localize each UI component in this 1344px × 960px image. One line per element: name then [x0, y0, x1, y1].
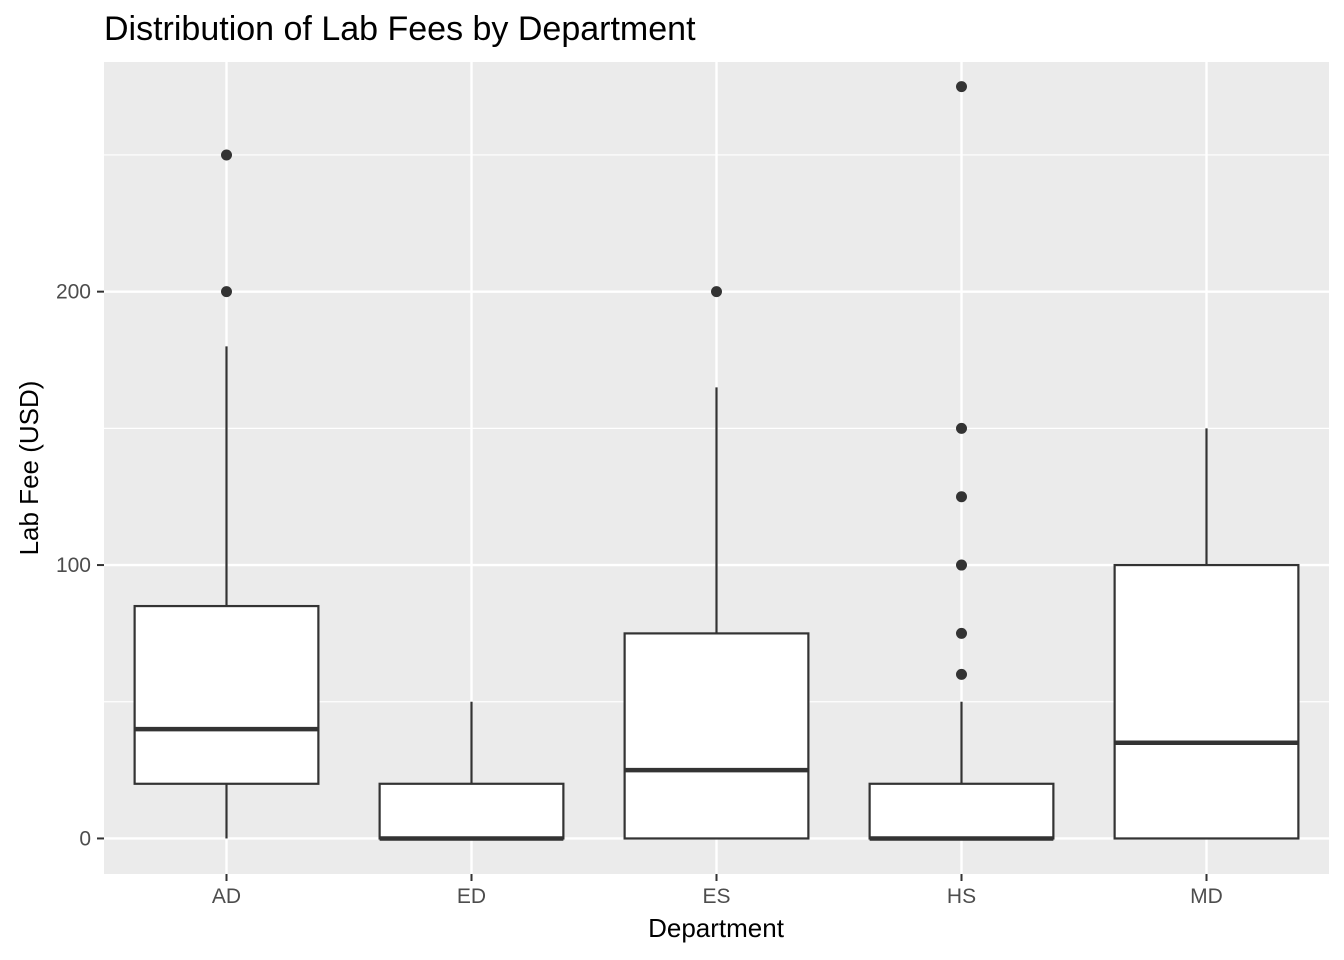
y-tick-label: 100	[56, 554, 91, 577]
outlier-point	[956, 668, 967, 680]
box-md	[1113, 428, 1300, 840]
outlier-point	[956, 422, 967, 434]
box-iqr	[623, 632, 810, 840]
x-tick-label: HS	[947, 885, 976, 908]
outlier-point	[956, 627, 967, 639]
box-ad	[133, 149, 320, 839]
x-tick-label: ES	[702, 885, 730, 908]
axes-layer: 0 100 200 AD ED ES HS MD	[56, 281, 1223, 908]
outlier-point	[221, 286, 232, 298]
box-iqr	[1113, 563, 1300, 840]
outlier-point	[221, 149, 232, 161]
box-hs	[868, 81, 1055, 841]
box-es	[623, 286, 810, 840]
chart-title: Distribution of Lab Fees by Department	[104, 10, 696, 48]
outlier-point	[956, 491, 967, 503]
outlier-point	[956, 81, 967, 93]
box-ed	[378, 701, 565, 841]
y-axis-title: Lab Fee (USD)	[14, 381, 44, 556]
box-iqr	[133, 604, 320, 785]
outlier-point	[711, 286, 722, 298]
x-tick-label: AD	[212, 885, 241, 908]
y-tick-label: 200	[56, 281, 91, 304]
y-tick-label: 0	[79, 827, 91, 850]
x-tick-label: ED	[457, 885, 486, 908]
box-layer	[133, 81, 1300, 841]
x-axis-title: Department	[648, 913, 785, 943]
x-tick-label: MD	[1190, 885, 1223, 908]
box-iqr	[378, 782, 565, 840]
box-iqr	[868, 782, 1055, 840]
outlier-point	[956, 559, 967, 571]
